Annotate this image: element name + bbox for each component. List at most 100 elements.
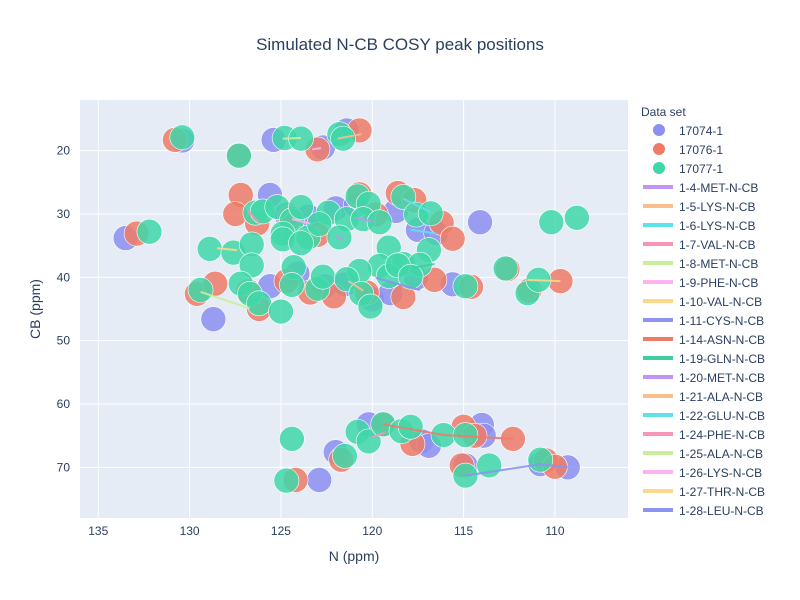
data-point — [306, 467, 333, 493]
legend-label: 1-4-MET-N-CB — [679, 181, 758, 195]
legend-marker — [653, 162, 665, 174]
legend-label: 1-14-ASN-N-CB — [679, 333, 765, 347]
data-point — [268, 298, 294, 325]
legend-item-1-8-MET-N-CB[interactable]: 1-8-MET-N-CB — [643, 257, 758, 271]
legend-item-1-4-MET-N-CB[interactable]: 1-4-MET-N-CB — [643, 181, 758, 195]
data-point — [136, 218, 163, 245]
y-tick-label: 30 — [57, 207, 71, 221]
trace-1-9-PHE-N-CB — [291, 218, 311, 225]
trace-1-5-LYS-N-CB — [337, 133, 362, 140]
y-tick-label: 20 — [57, 144, 71, 158]
y-tick-label: 70 — [57, 460, 71, 474]
legend-item-17076-1[interactable]: 17076-1 — [653, 143, 723, 157]
x-tick-label: 120 — [362, 524, 382, 538]
legend-label: 17076-1 — [679, 143, 723, 157]
y-tick-label: 50 — [57, 334, 71, 348]
legend-item-17077-1[interactable]: 17077-1 — [653, 162, 723, 176]
data-point — [306, 211, 333, 237]
data-point — [246, 290, 272, 317]
legend-label: 1-19-GLN-N-CB — [679, 352, 765, 366]
data-point — [397, 263, 424, 290]
legend-item-1-20-MET-N-CB[interactable]: 1-20-MET-N-CB — [643, 371, 765, 385]
trace-1-14-ASN-N-CB — [383, 423, 513, 440]
legend-title: Data set — [641, 105, 686, 119]
legend-item-1-6-LYS-N-CB[interactable]: 1-6-LYS-N-CB — [643, 219, 755, 233]
data-point — [439, 225, 466, 252]
trace-1-7-VAL-N-CB — [247, 210, 260, 224]
y-tick-label: 40 — [57, 270, 71, 284]
trace-1-20-MET-N-CB — [335, 235, 344, 241]
legend-label: 1-5-LYS-N-CB — [679, 200, 755, 214]
x-tick-label: 115 — [454, 524, 473, 538]
x-tick-labels: 135 130 125 120 115 110 — [88, 524, 565, 538]
trace-1-21-ALA-N-CB — [347, 280, 364, 292]
legend-label: 1-28-LEU-N-CB — [679, 504, 764, 518]
legend-item-1-19-GLN-N-CB[interactable]: 1-19-GLN-N-CB — [643, 352, 765, 366]
legend-label: 1-8-MET-N-CB — [679, 257, 758, 271]
legend-item-1-11-CYS-N-CB[interactable]: 1-11-CYS-N-CB — [643, 314, 764, 328]
legend-item-1-25-ALA-N-CB[interactable]: 1-25-ALA-N-CB — [643, 447, 763, 461]
data-point — [187, 277, 214, 303]
data-point — [226, 142, 252, 169]
y-axis-label: CB (ppm) — [27, 279, 43, 339]
data-point — [390, 184, 417, 210]
data-point — [279, 426, 305, 452]
y-tick-label: 60 — [57, 397, 71, 411]
legend-label: 1-10-VAL-N-CB — [679, 295, 762, 309]
data-point — [366, 209, 393, 236]
trace-1-28-LEU-N-CB — [465, 463, 568, 477]
data-point — [527, 446, 554, 473]
data-point — [330, 125, 356, 152]
data-point — [200, 306, 227, 332]
data-point — [288, 194, 314, 220]
y-tick-labels: 20 30 40 50 60 70 — [57, 144, 71, 475]
legend-label: 1-21-ALA-N-CB — [679, 390, 763, 404]
data-point — [564, 205, 590, 231]
trace-1-27-THR-N-CB — [216, 247, 238, 252]
legend-label: 1-9-PHE-N-CB — [679, 276, 758, 290]
legend-label: 17074-1 — [679, 124, 723, 138]
legend-item-1-14-ASN-N-CB[interactable]: 1-14-ASN-N-CB — [643, 333, 765, 347]
trace-1-6-LYS-N-CB — [402, 197, 432, 213]
legend-marker — [653, 143, 665, 155]
x-tick-label: 130 — [180, 524, 200, 538]
legend-item-1-9-PHE-N-CB[interactable]: 1-9-PHE-N-CB — [643, 276, 758, 290]
data-point — [417, 200, 444, 227]
legend-item-1-7-VAL-N-CB[interactable]: 1-7-VAL-N-CB — [643, 238, 755, 252]
legend-label: 17077-1 — [679, 162, 723, 176]
x-axis-label: N (ppm) — [329, 548, 380, 564]
trace-1-11-CYS-N-CB — [375, 277, 421, 291]
legend-label: 1-11-CYS-N-CB — [679, 314, 764, 328]
legend-item-1-22-GLU-N-CB[interactable]: 1-22-GLU-N-CB — [643, 409, 765, 423]
x-tick-label: 110 — [545, 524, 564, 538]
legend-label: 1-6-LYS-N-CB — [679, 219, 755, 233]
trace-1-8-MET-N-CB — [282, 137, 302, 140]
data-point — [310, 263, 336, 290]
legend-item-1-10-VAL-N-CB[interactable]: 1-10-VAL-N-CB — [643, 295, 762, 309]
legend-item-1-21-ALA-N-CB[interactable]: 1-21-ALA-N-CB — [643, 390, 763, 404]
legend-label: 1-22-GLU-N-CB — [679, 409, 765, 423]
legend-label: 1-26-LYS-N-CB — [679, 466, 762, 480]
legend-item-1-28-LEU-N-CB[interactable]: 1-28-LEU-N-CB — [643, 504, 764, 518]
legend-label: 1-20-MET-N-CB — [679, 371, 765, 385]
legend-item-17074-1[interactable]: 17074-1 — [653, 124, 723, 138]
data-point — [492, 255, 519, 282]
data-point — [288, 230, 314, 256]
chart-title: Simulated N-CB COSY peak positions — [256, 35, 544, 54]
trace-1-25-ALA-N-CB — [200, 290, 251, 310]
trace-1-26-LYS-N-CB — [311, 147, 322, 151]
data-point — [538, 209, 565, 236]
data-point — [273, 467, 300, 494]
legend-item-1-26-LYS-N-CB[interactable]: 1-26-LYS-N-CB — [643, 466, 762, 480]
legend-item-1-24-PHE-N-CB[interactable]: 1-24-PHE-N-CB — [643, 428, 765, 442]
legend-item-1-27-THR-N-CB[interactable]: 1-27-THR-N-CB — [643, 485, 765, 499]
data-point — [467, 209, 493, 236]
data-point — [169, 124, 196, 151]
x-tick-label: 125 — [271, 524, 291, 538]
legend-item-1-5-LYS-N-CB[interactable]: 1-5-LYS-N-CB — [643, 200, 755, 214]
legend-marker — [653, 124, 665, 136]
legend-label: 1-7-VAL-N-CB — [679, 238, 755, 252]
data-point — [452, 273, 479, 300]
